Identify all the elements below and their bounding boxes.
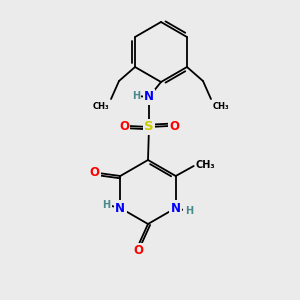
Text: N: N	[115, 202, 125, 214]
Text: O: O	[133, 244, 143, 257]
Text: N: N	[171, 202, 181, 214]
Text: H: H	[102, 200, 110, 210]
Text: S: S	[144, 121, 154, 134]
Text: CH₃: CH₃	[213, 102, 230, 111]
Text: CH₃: CH₃	[196, 160, 215, 170]
Text: O: O	[89, 167, 99, 179]
Text: O: O	[119, 119, 129, 133]
Text: N: N	[144, 91, 154, 103]
Text: O: O	[169, 119, 179, 133]
Text: H: H	[132, 91, 140, 101]
Text: H: H	[185, 206, 193, 216]
Text: CH₃: CH₃	[92, 102, 109, 111]
